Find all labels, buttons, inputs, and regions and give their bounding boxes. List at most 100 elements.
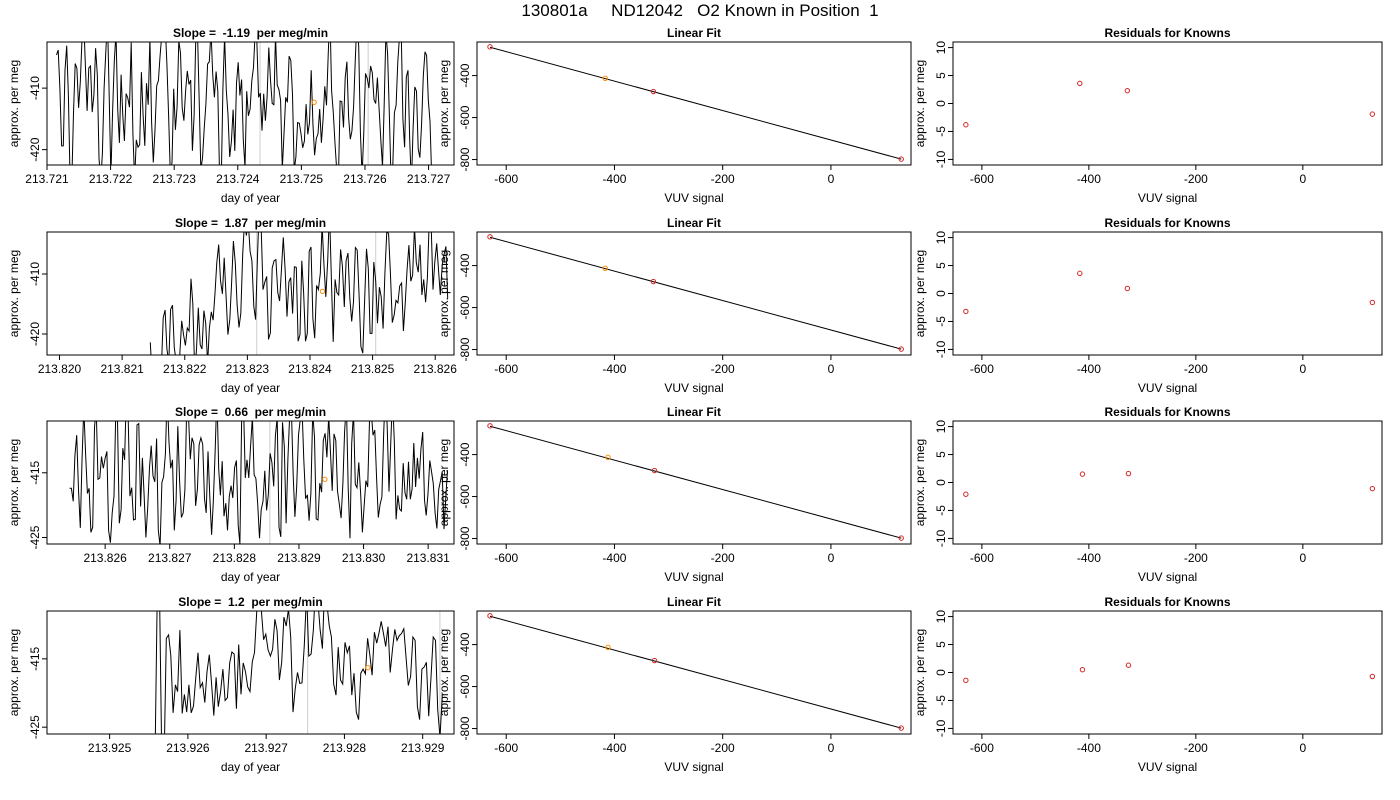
data-point	[1124, 285, 1131, 292]
panel-title: Slope = -1.19 per meg/min	[173, 26, 328, 40]
x-tick-label: 213.929	[401, 741, 445, 755]
y-axis-label: approx. per meg	[7, 629, 21, 716]
x-tick-label: 213.828	[213, 551, 257, 565]
x-tick-label: 0	[1299, 741, 1306, 755]
y-tick-label: -410	[28, 76, 42, 100]
y-tick-label: 0	[934, 290, 948, 297]
y-tick-label: -425	[28, 525, 42, 549]
unknown-point	[322, 476, 328, 482]
x-tick-label: 213.829	[277, 551, 321, 565]
y-tick-label: -415	[28, 647, 42, 671]
y-tick-label: -5	[934, 316, 948, 327]
x-tick-label: 0	[1299, 551, 1306, 565]
data-point	[1369, 111, 1376, 117]
y-tick-label: 10	[934, 610, 948, 624]
x-tick-label: -400	[602, 172, 626, 186]
panel-4-2: Linear Fit -600 -400 -200 0 -400 -600 -800 VUV s…	[437, 595, 912, 774]
x-tick-label: 0	[1299, 172, 1306, 186]
y-tick-label: -5	[934, 126, 948, 137]
data-point	[963, 491, 969, 497]
x-tick-label: -600	[494, 362, 518, 376]
data-point	[1079, 471, 1086, 477]
data-point	[487, 234, 493, 240]
x-tick-label: 213.726	[343, 172, 387, 186]
panel-title: Slope = 0.66 per meg/min	[175, 405, 326, 419]
x-tick-label: -200	[711, 551, 735, 565]
plot-frame	[476, 41, 912, 166]
plot-frame	[476, 231, 912, 356]
x-tick-label: 213.721	[25, 172, 69, 186]
y-tick-label: -10	[934, 719, 948, 737]
y-tick-label: -600	[458, 674, 472, 698]
series-line	[154, 611, 443, 734]
plot-frame	[952, 231, 1383, 356]
y-tick-label: -10	[934, 529, 948, 547]
data-point	[605, 454, 611, 461]
panel-title: Slope = 1.2 per meg/min	[178, 595, 322, 609]
panel-1-2: Linear Fit -600 -400 -200 0 -400 -600 -800 VUV s…	[437, 26, 912, 205]
x-axis-label: VUV signal	[1138, 381, 1197, 395]
x-tick-label: 213.926	[166, 741, 210, 755]
fit-line	[489, 236, 902, 350]
y-axis-label: approx. per meg	[437, 629, 451, 716]
x-axis-label: VUV signal	[1138, 570, 1197, 584]
panel-1-3: Residuals for Knowns -600 -400 -200 0 10 5 0 -5 -…	[913, 26, 1383, 205]
panel-3-2: Linear Fit -600 -400 -200 0 -400 -600 -800 VUV s…	[437, 405, 912, 584]
y-tick-label: 10	[934, 231, 948, 245]
x-axis-label: VUV signal	[664, 191, 723, 205]
x-tick-label: -600	[970, 551, 994, 565]
x-tick-label: -200	[1184, 551, 1208, 565]
x-tick-label: 213.925	[88, 741, 132, 755]
series-line	[69, 421, 448, 544]
data-point	[1079, 667, 1086, 673]
y-tick-label: 0	[934, 100, 948, 107]
data-point	[1369, 673, 1376, 680]
panel-title: Slope = 1.87 per meg/min	[175, 216, 326, 230]
y-tick-label: -400	[458, 442, 472, 466]
fit-line	[489, 46, 902, 160]
x-tick-label: -200	[1184, 172, 1208, 186]
unknown-point	[319, 288, 326, 295]
panel-4-3: Residuals for Knowns -600 -400 -200 0 10 5 0 -5 -…	[913, 595, 1383, 774]
data-point	[963, 122, 969, 128]
fit-line	[489, 425, 902, 539]
x-tick-label: -400	[602, 551, 626, 565]
panel-2-3: Residuals for Knowns -600 -400 -200 0 10 5 0 -5 -…	[913, 216, 1383, 395]
y-tick-label: -800	[458, 526, 472, 550]
y-axis-label: approx. per meg	[913, 250, 927, 337]
y-axis-label: approx. per meg	[913, 629, 927, 716]
x-tick-label: -400	[1077, 551, 1101, 565]
x-tick-label: 213.725	[280, 172, 324, 186]
y-tick-label: 0	[934, 669, 948, 676]
x-axis-label: day of year	[221, 191, 280, 205]
data-point	[898, 535, 904, 541]
panel-title: Linear Fit	[667, 405, 721, 419]
y-tick-label: 10	[934, 41, 948, 55]
y-tick-label: 5	[934, 262, 948, 269]
x-tick-label: 213.928	[323, 741, 367, 755]
x-tick-label: 213.724	[216, 172, 260, 186]
x-tick-label: -400	[1077, 172, 1101, 186]
x-tick-label: -600	[970, 741, 994, 755]
x-tick-label: -600	[494, 551, 518, 565]
figure-title: 130801a ND12042 O2 Known in Position 1	[521, 1, 879, 20]
plot-frame	[952, 420, 1383, 545]
y-tick-label: -600	[458, 105, 472, 129]
y-axis-label: approx. per meg	[7, 439, 21, 526]
data-point	[898, 346, 904, 352]
x-tick-label: -600	[970, 172, 994, 186]
x-axis-label: VUV signal	[664, 760, 723, 774]
x-axis-label: day of year	[221, 570, 280, 584]
panel-3-1: Slope = 0.66 per meg/min 213.826 213.827 21…	[7, 405, 455, 584]
y-tick-label: -420	[28, 322, 42, 346]
y-tick-label: -800	[458, 337, 472, 361]
x-tick-label: 213.826	[414, 362, 458, 376]
plot-frame	[476, 420, 912, 545]
panel-3-3: Residuals for Knowns -600 -400 -200 0 10 5 0 -5 -…	[913, 405, 1383, 584]
y-tick-label: -10	[934, 150, 948, 168]
data-point	[602, 265, 608, 272]
y-axis-label: approx. per meg	[913, 439, 927, 526]
panel-title: Residuals for Knowns	[1104, 26, 1230, 40]
y-axis-label: approx. per meg	[437, 60, 451, 147]
data-point	[602, 75, 608, 82]
